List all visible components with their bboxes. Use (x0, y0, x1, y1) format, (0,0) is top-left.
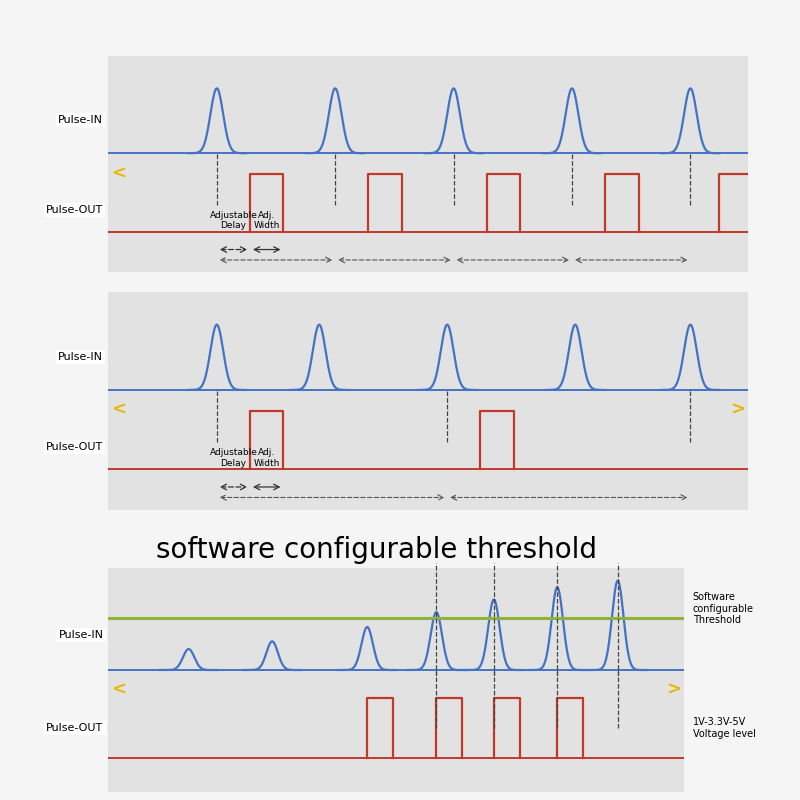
Text: <: < (111, 164, 126, 182)
Text: Pulse-IN: Pulse-IN (58, 352, 103, 362)
Text: Software
configurable
Threshold: Software configurable Threshold (693, 592, 754, 626)
Text: Adjustable
Delay: Adjustable Delay (210, 211, 258, 230)
Text: <: < (111, 681, 126, 698)
Text: 1V-3.3V-5V
Voltage level: 1V-3.3V-5V Voltage level (693, 717, 755, 738)
Text: Adjustable
Delay: Adjustable Delay (210, 448, 258, 467)
Text: software configurable threshold: software configurable threshold (155, 536, 597, 564)
Text: Pulse-IN: Pulse-IN (58, 630, 103, 640)
Text: Pulse-IN: Pulse-IN (58, 115, 103, 126)
Text: Pulse-OUT: Pulse-OUT (46, 723, 103, 733)
Text: Adj.
Width: Adj. Width (254, 448, 280, 467)
Text: Adj.
Width: Adj. Width (254, 211, 280, 230)
Text: >: > (730, 401, 745, 419)
Text: >: > (666, 681, 681, 698)
Text: Pulse-OUT: Pulse-OUT (46, 206, 103, 215)
Text: Pulse-OUT: Pulse-OUT (46, 442, 103, 452)
Text: <: < (111, 401, 126, 419)
